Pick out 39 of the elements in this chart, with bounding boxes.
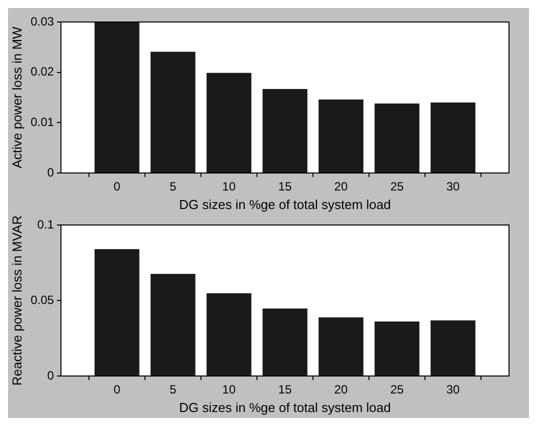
bar [150, 52, 196, 172]
y-tick-label: 0 [47, 368, 54, 382]
x-tick-label: 5 [170, 382, 177, 397]
bar [374, 321, 420, 376]
bar [430, 320, 476, 376]
x-tick-label: 5 [170, 180, 177, 194]
x-tick-label: 15 [278, 180, 292, 194]
x-tick-label: 25 [390, 180, 404, 194]
bar [262, 308, 308, 376]
x-tick-label: 20 [334, 382, 348, 397]
x-tick-label: 25 [390, 382, 404, 397]
y-axis-title: Active power loss in MW [9, 26, 24, 168]
y-tick-label: 0.02 [30, 64, 54, 79]
x-tick-label: 10 [222, 382, 236, 397]
y-tick-label: 0.03 [30, 14, 54, 28]
x-tick-label: 20 [334, 180, 348, 194]
bar [318, 317, 364, 376]
bar [94, 22, 140, 172]
y-tick-label: 0.01 [30, 114, 54, 129]
x-axis-title: DG sizes in %ge of total system load [179, 196, 391, 212]
x-axis-title: DG sizes in %ge of total system load [179, 400, 391, 415]
bar [374, 104, 420, 172]
y-tick-label: 0.05 [30, 292, 54, 307]
x-tick-label: 10 [222, 180, 236, 194]
bar [430, 102, 476, 172]
y-tick-label: 0.1 [37, 217, 54, 232]
bar [150, 274, 196, 376]
bar [94, 249, 140, 376]
x-tick-label: 30 [446, 382, 460, 397]
bar [206, 72, 252, 172]
x-tick-label: 0 [114, 382, 121, 397]
x-tick-label: 15 [278, 382, 292, 397]
x-tick-label: 0 [114, 180, 121, 194]
bar [262, 88, 308, 172]
x-tick-label: 30 [446, 180, 460, 194]
bar [206, 293, 252, 376]
bar [318, 100, 364, 172]
y-tick-label: 0 [47, 165, 54, 180]
y-axis-title: Reactive power loss in MVAR [9, 215, 24, 386]
